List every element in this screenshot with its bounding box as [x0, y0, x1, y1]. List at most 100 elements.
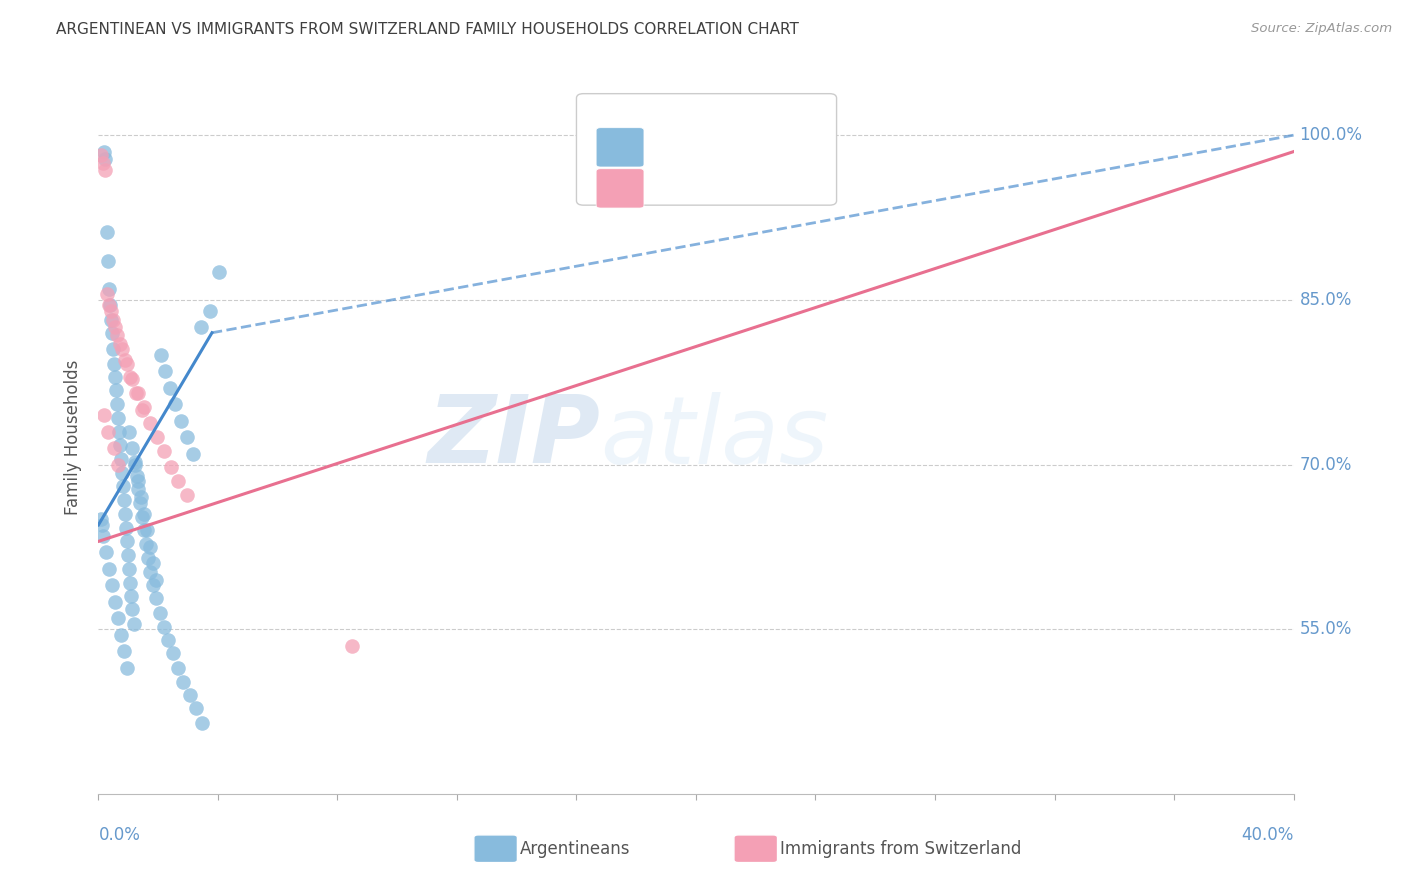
Point [128, 496, 150, 510]
Point [125, 386, 148, 401]
Text: 0.0%: 0.0% [98, 826, 141, 844]
Point [97, 425, 120, 439]
Point [121, 372, 143, 386]
Point [104, 320, 127, 334]
Point [97, 282, 120, 296]
Text: 100.0%: 100.0% [1299, 126, 1362, 145]
Point [122, 616, 145, 631]
Point [115, 534, 138, 549]
Point [120, 589, 142, 603]
Point [115, 521, 138, 535]
Point [108, 336, 131, 351]
Point [152, 444, 174, 458]
Point [91, 529, 114, 543]
Point [91, 155, 114, 169]
Point [104, 369, 127, 384]
Point [176, 488, 198, 502]
Text: ARGENTINEAN VS IMMIGRANTS FROM SWITZERLAND FAMILY HOUSEHOLDS CORRELATION CHART: ARGENTINEAN VS IMMIGRANTS FROM SWITZERLA… [56, 22, 799, 37]
Point [179, 688, 201, 702]
Text: Source: ZipAtlas.com: Source: ZipAtlas.com [1251, 22, 1392, 36]
Text: R =: R = [654, 163, 693, 181]
Text: Argentineans: Argentineans [520, 840, 631, 858]
Text: 0.361: 0.361 [693, 163, 749, 181]
Point [100, 303, 122, 318]
Point [100, 312, 122, 326]
Point [118, 369, 141, 384]
Point [103, 357, 125, 371]
Point [208, 265, 231, 279]
Point [149, 348, 172, 362]
Text: 30: 30 [797, 163, 823, 181]
Point [115, 660, 138, 674]
Point [131, 491, 153, 505]
Point [131, 510, 153, 524]
Point [167, 474, 190, 488]
Point [118, 562, 141, 576]
Text: ZIP: ZIP [427, 391, 600, 483]
Point [149, 606, 172, 620]
Point [118, 425, 141, 439]
Text: Immigrants from Switzerland: Immigrants from Switzerland [780, 840, 1022, 858]
Point [127, 474, 149, 488]
Point [166, 660, 188, 674]
Point [145, 591, 167, 606]
Point [90, 512, 112, 526]
Point [107, 425, 129, 439]
Point [145, 573, 167, 587]
Point [132, 401, 155, 415]
Point [121, 602, 143, 616]
Point [198, 303, 221, 318]
Point [91, 517, 114, 532]
Text: 40.0%: 40.0% [1241, 826, 1294, 844]
Point [117, 548, 139, 562]
Point [111, 467, 134, 481]
Point [94, 153, 117, 167]
Point [172, 674, 194, 689]
Text: 55.0%: 55.0% [1299, 620, 1353, 638]
Point [184, 701, 207, 715]
Point [110, 452, 132, 467]
Point [118, 576, 141, 591]
Point [134, 507, 156, 521]
Point [107, 411, 129, 425]
Text: 0.336: 0.336 [693, 120, 749, 138]
Text: 79: 79 [797, 120, 823, 138]
Point [101, 343, 124, 357]
Point [125, 468, 148, 483]
Point [105, 328, 128, 343]
Point [162, 646, 184, 660]
Point [139, 565, 162, 579]
Point [124, 455, 146, 469]
Point [153, 364, 176, 378]
Point [98, 298, 121, 312]
Point [107, 611, 129, 625]
Point [93, 408, 115, 422]
Point [342, 639, 364, 653]
Point [100, 578, 122, 592]
Point [114, 507, 136, 521]
Point [110, 628, 132, 642]
Point [169, 414, 191, 428]
Point [156, 633, 179, 648]
Point [115, 357, 138, 371]
Point [136, 550, 159, 565]
Point [94, 163, 117, 178]
Point [103, 595, 125, 609]
Point [124, 458, 146, 472]
Point [145, 430, 167, 444]
Point [112, 644, 135, 658]
Point [97, 298, 120, 312]
Point [121, 441, 143, 455]
Point [127, 386, 149, 401]
Point [103, 441, 125, 455]
Point [131, 402, 153, 417]
Point [176, 430, 198, 444]
Point [104, 383, 127, 397]
Point [107, 458, 129, 472]
Text: N =: N = [759, 163, 799, 181]
Point [112, 492, 135, 507]
Point [101, 326, 124, 340]
Point [190, 320, 212, 334]
Point [139, 416, 162, 430]
Point [111, 343, 134, 357]
